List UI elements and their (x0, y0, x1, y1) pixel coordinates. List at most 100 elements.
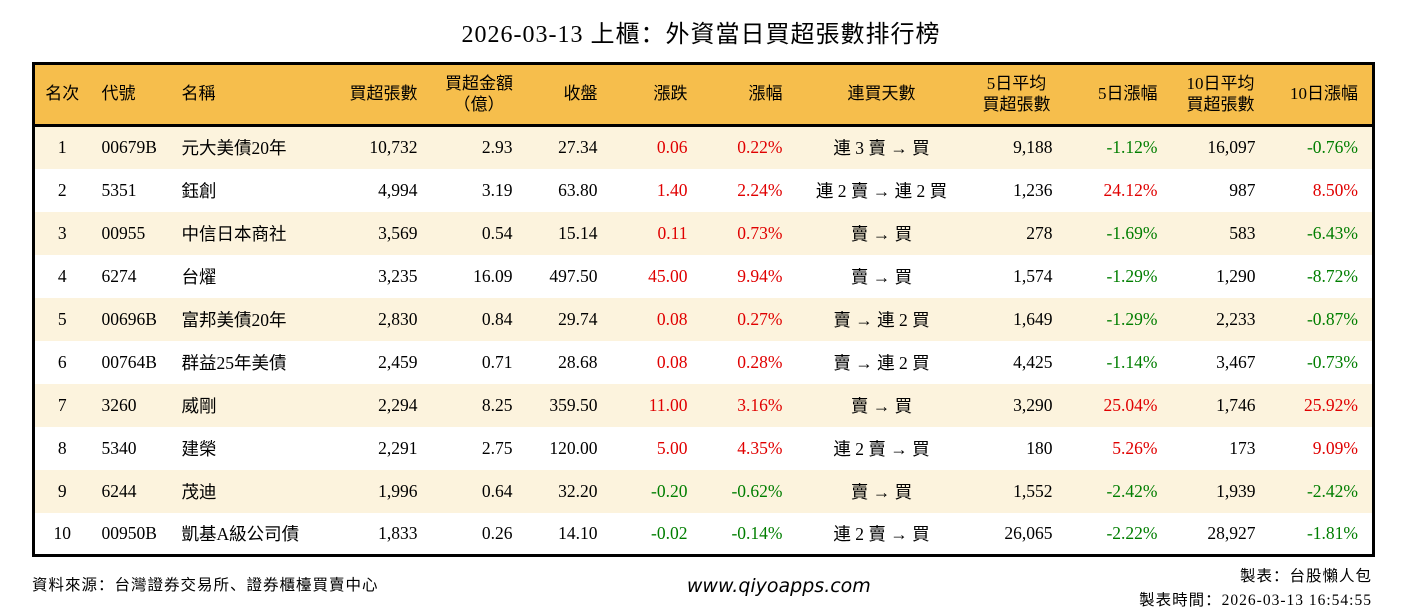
table-row: 8 5340 建榮 2,291 2.75 120.00 5.00 4.35% 連… (33, 426, 1374, 470)
rank-cell: 6 (57, 351, 67, 372)
10d-pct-cell: -2.42% (1306, 480, 1358, 501)
10d-pct-cell: 8.50% (1312, 179, 1358, 200)
header-5d-avg-volume: 5日平均 買超張數 (982, 74, 1051, 114)
5d-avg-volume-cell: 180 (1026, 437, 1053, 458)
streak-cell: 連 2 賣 → 買 (833, 438, 930, 459)
header-10d-avg-volume: 10日平均 買超張數 (1186, 74, 1255, 114)
buy-volume-cell: 10,732 (369, 137, 418, 158)
close-cell: 29.74 (558, 308, 598, 329)
10d-pct-cell: -1.81% (1306, 522, 1358, 543)
table-row: 3 00955 中信日本商社 3,569 0.54 15.14 0.11 0.7… (33, 211, 1374, 255)
10d-pct-cell: -0.73% (1306, 351, 1358, 372)
buy-volume-cell: 2,291 (378, 437, 418, 458)
streak-cell: 賣 → 連 2 買 (833, 309, 930, 330)
streak-cell: 賣 → 買 (850, 266, 913, 287)
table-body: 1 00679B 元大美債20年 10,732 2.93 27.34 0.06 … (33, 125, 1374, 556)
name-cell: 鈺創 (181, 180, 217, 201)
10d-avg-volume-cell: 3,467 (1216, 351, 1256, 372)
code-cell: 00679B (101, 137, 157, 158)
buy-volume-cell: 3,569 (378, 222, 418, 243)
5d-avg-volume-cell: 1,552 (1013, 480, 1053, 501)
table-row: 2 5351 鈺創 4,994 3.19 63.80 1.40 2.24% 連 … (33, 168, 1374, 212)
close-cell: 28.68 (558, 351, 598, 372)
close-cell: 27.34 (558, 137, 598, 158)
buy-amount-cell: 0.54 (481, 222, 513, 243)
5d-avg-volume-cell: 1,574 (1013, 265, 1053, 286)
name-cell: 茂迪 (181, 481, 217, 502)
code-cell: 3260 (101, 394, 137, 415)
5d-pct-cell: -1.12% (1106, 137, 1158, 158)
5d-pct-cell: 24.12% (1103, 179, 1158, 200)
name-cell: 威剛 (181, 395, 217, 416)
streak-cell: 連 2 賣 → 買 (833, 523, 930, 544)
buy-amount-cell: 2.75 (481, 437, 513, 458)
buy-volume-cell: 3,235 (378, 265, 418, 286)
name-cell: 群益25年美債 (181, 352, 287, 373)
code-cell: 00696B (101, 308, 157, 329)
change-cell: 1.40 (656, 179, 688, 200)
table-row: 6 00764B 群益25年美債 2,459 0.71 28.68 0.08 0… (33, 340, 1374, 384)
10d-avg-volume-cell: 2,233 (1216, 308, 1256, 329)
made-time-text: 製表時間：2026-03-13 16:54:55 (1139, 592, 1372, 609)
rank-cell: 4 (57, 265, 67, 286)
streak-cell: 連 2 賣 → 連 2 買 (815, 180, 948, 201)
buy-volume-cell: 2,294 (378, 394, 418, 415)
change-pct-cell: 0.28% (737, 351, 783, 372)
10d-avg-volume-cell: 1,290 (1216, 265, 1256, 286)
10d-pct-cell: -0.76% (1306, 137, 1358, 158)
10d-pct-cell: 9.09% (1312, 437, 1358, 458)
close-cell: 497.50 (549, 265, 598, 286)
change-pct-cell: -0.62% (731, 480, 783, 501)
change-pct-cell: 0.22% (737, 137, 783, 158)
10d-avg-volume-cell: 1,746 (1216, 394, 1256, 415)
buy-volume-cell: 4,994 (378, 179, 418, 200)
streak-cell: 賣 → 連 2 買 (833, 352, 930, 373)
data-source-note: 資料來源：台灣證券交易所、證券櫃檯買賣中心 (32, 577, 379, 594)
header-buy-amount: 買超金額 （億） (445, 74, 513, 114)
buy-amount-cell: 0.26 (481, 522, 513, 543)
close-cell: 32.20 (558, 480, 598, 501)
streak-cell: 賣 → 買 (850, 481, 913, 502)
table-row: 10 00950B 凱基A級公司債 1,833 0.26 14.10 -0.02… (33, 512, 1374, 556)
close-cell: 120.00 (549, 437, 598, 458)
5d-pct-cell: -1.14% (1106, 351, 1158, 372)
code-cell: 5340 (101, 437, 137, 458)
name-cell: 台燿 (181, 266, 217, 287)
streak-cell: 賣 → 買 (850, 223, 913, 244)
buy-amount-cell: 0.71 (481, 351, 513, 372)
10d-avg-volume-cell: 1,939 (1216, 480, 1256, 501)
change-cell: 0.08 (656, 351, 688, 372)
change-pct-cell: 0.73% (737, 222, 783, 243)
5d-avg-volume-cell: 26,065 (1004, 522, 1053, 543)
header-rank: 名次 (45, 84, 80, 104)
5d-avg-volume-cell: 278 (1026, 222, 1053, 243)
change-cell: -0.02 (651, 522, 688, 543)
table-row: 9 6244 茂迪 1,996 0.64 32.20 -0.20 -0.62% … (33, 469, 1374, 513)
header-change: 漲跌 (653, 84, 688, 104)
buy-volume-cell: 2,830 (378, 308, 418, 329)
10d-avg-volume-cell: 987 (1229, 179, 1256, 200)
buy-volume-cell: 2,459 (378, 351, 418, 372)
code-cell: 00950B (101, 522, 157, 543)
foreign-buy-ranking-table: 名次 代號 名稱 買超張數 買超金額 （億） 收盤 漲跌 漲幅 連買天數 5日平… (32, 62, 1375, 557)
change-cell: 11.00 (648, 394, 688, 415)
close-cell: 14.10 (558, 522, 598, 543)
change-pct-cell: 9.94% (737, 265, 783, 286)
table-row: 7 3260 威剛 2,294 8.25 359.50 11.00 3.16% … (33, 383, 1374, 427)
rank-cell: 9 (57, 480, 67, 501)
5d-pct-cell: 5.26% (1112, 437, 1158, 458)
name-cell: 建榮 (181, 438, 217, 459)
streak-cell: 賣 → 買 (850, 395, 913, 416)
5d-avg-volume-cell: 4,425 (1013, 351, 1053, 372)
website-text: www.qiyoapps.com (686, 575, 871, 597)
change-pct-cell: 3.16% (737, 394, 783, 415)
change-cell: 0.06 (656, 137, 688, 158)
10d-avg-volume-cell: 16,097 (1207, 137, 1256, 158)
5d-avg-volume-cell: 9,188 (1013, 137, 1053, 158)
change-cell: 0.08 (656, 308, 688, 329)
10d-avg-volume-cell: 28,927 (1207, 522, 1256, 543)
rank-cell: 1 (57, 137, 67, 158)
buy-volume-cell: 1,996 (378, 480, 418, 501)
page-title: 2026-03-13 上櫃：外資當日買超張數排行榜 (461, 22, 941, 48)
credit-block: 製表：台股懶人包 製表時間：2026-03-13 16:54:55 (1139, 565, 1372, 612)
